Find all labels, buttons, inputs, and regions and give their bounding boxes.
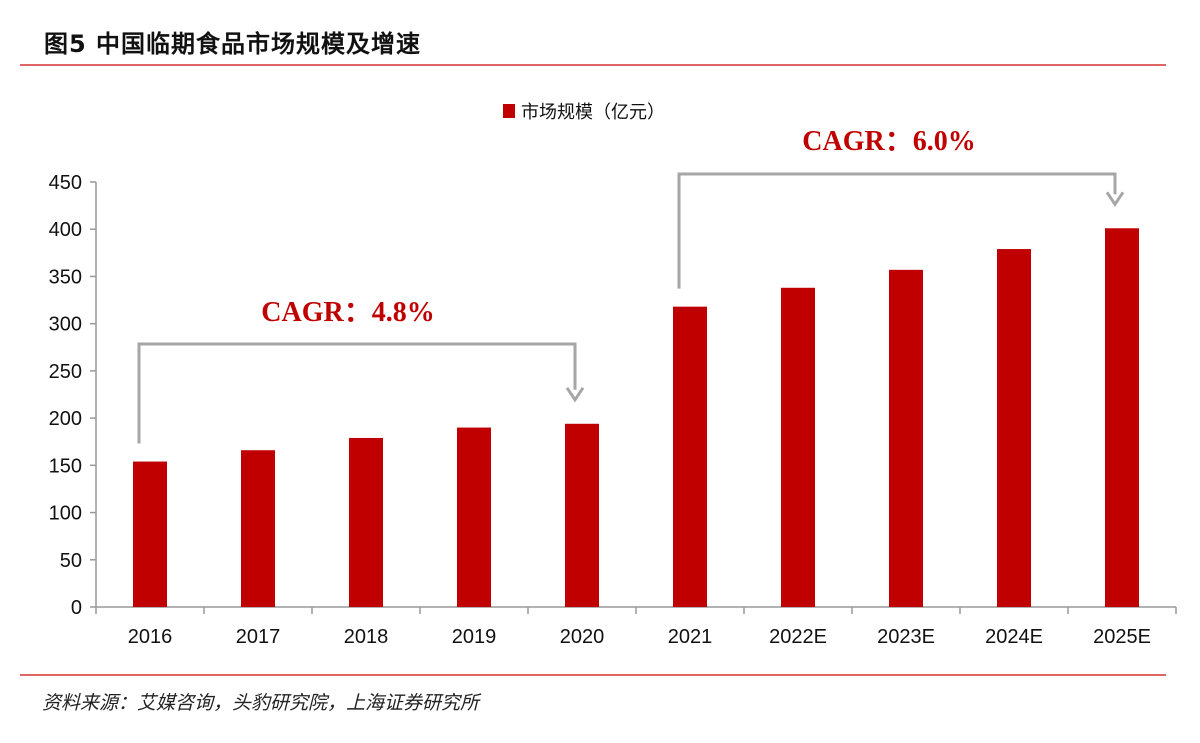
- y-tick-label: 200: [49, 408, 82, 430]
- y-tick-label: 100: [49, 503, 82, 525]
- x-tick-label: 2016: [128, 626, 173, 648]
- bar-2019: [457, 427, 491, 607]
- cagr-label-1: CAGR：4.8%: [261, 297, 434, 328]
- bar-2024e: [997, 249, 1031, 608]
- y-tick-label: 150: [49, 455, 82, 477]
- chart-axes: [90, 181, 1177, 614]
- cagr-arrowhead-2: [1105, 191, 1125, 207]
- legend-label: 市场规模（亿元）: [521, 102, 665, 123]
- y-tick-label: 250: [49, 361, 82, 383]
- cagr-arrowhead-1: [565, 386, 585, 403]
- bar-2017: [241, 450, 275, 607]
- bar-2025e: [1105, 228, 1139, 607]
- cagr-bracket-2: [677, 172, 1117, 289]
- cagr-bracket-1: [137, 342, 577, 444]
- top-rule: [20, 64, 1166, 66]
- y-tick-label: 0: [71, 597, 82, 619]
- x-tick-label: 2021: [668, 626, 713, 648]
- bar-2021: [673, 306, 707, 607]
- figure-title: 图5 中国临期食品市场规模及增速: [44, 30, 422, 58]
- bar-series: [133, 228, 1139, 608]
- x-tick-label: 2019: [452, 626, 497, 648]
- axis-labels: 0 50 100 150 200 250 300 350 400 450 2016 2017 2018 2…: [49, 172, 1151, 648]
- legend: 市场规模（亿元）: [503, 102, 665, 123]
- cagr-label-2: CAGR：6.0%: [802, 126, 975, 157]
- bar-2022e: [781, 287, 815, 607]
- y-tick-label: 350: [49, 266, 82, 288]
- x-tick-label: 2018: [344, 626, 389, 648]
- bar-2023e: [889, 269, 923, 607]
- x-tick-label: 2025E: [1093, 626, 1151, 648]
- y-tick-label: 450: [49, 172, 82, 194]
- bottom-rule: [20, 674, 1166, 676]
- y-tick-label: 300: [49, 314, 82, 336]
- x-tick-label: 2024E: [985, 626, 1043, 648]
- x-tick-label: 2020: [560, 626, 605, 648]
- bar-2016: [133, 461, 167, 607]
- x-tick-label: 2022E: [769, 626, 827, 648]
- legend-swatch: [503, 104, 515, 118]
- y-tick-label: 50: [60, 550, 82, 572]
- bar-2020: [565, 423, 599, 607]
- x-tick-label: 2023E: [877, 626, 935, 648]
- bar-2018: [349, 437, 383, 607]
- y-tick-label: 400: [49, 219, 82, 241]
- cagr-annotations: CAGR：4.8% CAGR：6.0%: [137, 126, 1125, 444]
- x-tick-label: 2017: [236, 626, 281, 648]
- source-note: 资料来源：艾媒咨询，头豹研究院，上海证券研究所: [42, 692, 480, 714]
